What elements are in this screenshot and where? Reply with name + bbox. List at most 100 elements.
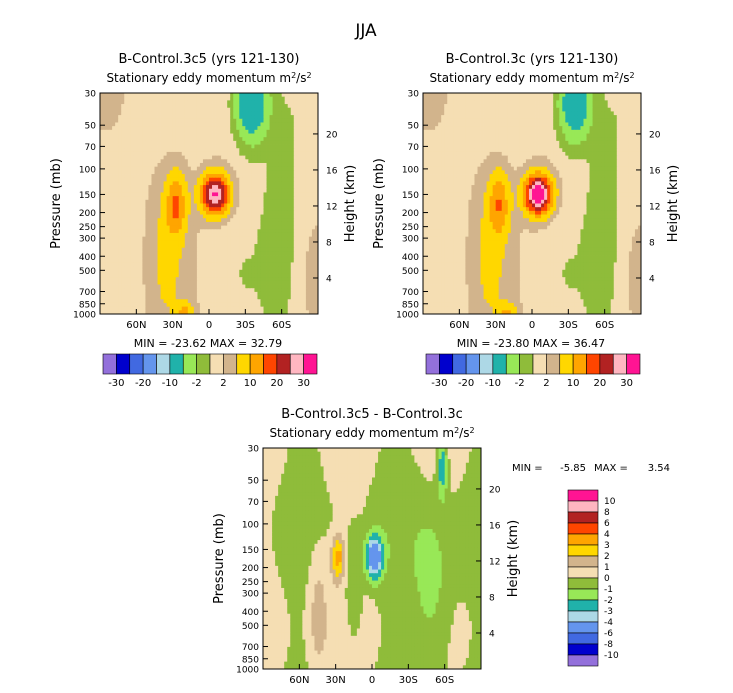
contour-cell — [121, 247, 125, 252]
contour-cell — [115, 126, 119, 131]
contour-cell — [290, 218, 295, 223]
contour-cell — [169, 129, 174, 134]
contour-cell — [184, 236, 189, 241]
contour-cell — [209, 244, 213, 249]
contour-cell — [538, 96, 542, 101]
contour-cell — [278, 133, 283, 138]
contour-cell — [139, 144, 143, 149]
contour-cell — [169, 251, 174, 256]
contour-cell — [121, 148, 125, 153]
contour-cell — [450, 118, 454, 123]
contour-cell — [601, 104, 606, 109]
contour-cell — [115, 280, 119, 285]
contour-cell — [172, 96, 177, 101]
contour-cell — [610, 107, 615, 112]
contour-cell — [269, 280, 273, 285]
contour-cell — [595, 107, 600, 112]
contour-cell — [613, 104, 618, 109]
contour-cell — [178, 291, 183, 296]
contour-cell — [296, 288, 301, 293]
contour-cell — [314, 214, 319, 219]
contour-cell — [187, 229, 192, 234]
contour-cell — [625, 104, 630, 109]
contour-cell — [199, 177, 204, 182]
contour-cell — [299, 310, 304, 315]
contour-cell — [263, 126, 267, 131]
contour-cell — [106, 122, 110, 127]
contour-cell — [308, 137, 313, 142]
contour-cell — [284, 299, 289, 304]
contour-cell — [212, 170, 216, 175]
contour-cell — [115, 255, 119, 260]
contour-cell — [209, 291, 213, 296]
contour-cell — [178, 203, 183, 208]
contour-cell — [148, 115, 152, 120]
contour-cell — [212, 188, 216, 193]
contour-cell — [181, 174, 186, 179]
contour-cell — [130, 151, 134, 157]
contour-cell — [106, 93, 110, 98]
contour-cell — [205, 162, 210, 168]
contour-cell — [311, 229, 316, 234]
contour-cell — [242, 137, 246, 142]
contour-cell — [571, 118, 575, 123]
contour-cell — [607, 100, 612, 105]
contour-cell — [242, 111, 246, 116]
contour-cell — [112, 225, 116, 230]
colorbar-swatch — [209, 353, 224, 375]
contour-cell — [305, 203, 310, 208]
contour-cell — [178, 170, 183, 175]
contour-cell — [209, 255, 213, 260]
contour-cell — [224, 107, 228, 112]
contour-cell — [254, 140, 258, 145]
contour-cell — [245, 166, 249, 171]
contour-cell — [604, 93, 609, 98]
contour-cell — [278, 203, 283, 208]
contour-cell — [160, 262, 164, 267]
contour-cell — [260, 96, 264, 101]
contour-cell — [553, 100, 557, 105]
contour-cell — [296, 166, 301, 171]
contour-cell — [209, 199, 213, 204]
contour-cell — [205, 129, 210, 134]
contour-cell — [193, 269, 198, 274]
contour-cell — [302, 174, 307, 179]
contour-cell — [151, 225, 155, 230]
contour-cell — [106, 236, 110, 241]
contour-cell — [260, 280, 264, 285]
contour-cell — [429, 115, 433, 120]
contour-cell — [145, 221, 149, 226]
contour-cell — [103, 96, 107, 101]
contour-cell — [278, 262, 283, 267]
contour-cell — [257, 284, 261, 289]
contour-cell — [269, 107, 273, 112]
contour-cell — [139, 302, 143, 308]
contour-cell — [169, 159, 174, 164]
contour-cell — [187, 174, 192, 179]
contour-cell — [205, 151, 210, 157]
contour-cell — [196, 240, 201, 245]
contour-cell — [130, 104, 134, 109]
contour-cell — [308, 240, 313, 245]
contour-cell — [145, 236, 149, 241]
contour-cell — [112, 122, 116, 127]
contour-cell — [145, 129, 149, 134]
contour-cell — [492, 96, 497, 101]
contour-cell — [196, 302, 201, 308]
contour-cell — [230, 174, 234, 179]
contour-cell — [266, 93, 270, 98]
contour-cell — [181, 166, 186, 171]
contour-cell — [227, 126, 231, 131]
contour-cell — [284, 144, 289, 149]
contour-cell — [290, 255, 295, 260]
contour-cell — [166, 170, 171, 175]
contour-cell — [290, 137, 295, 142]
contour-cell — [269, 251, 273, 256]
contour-cell — [634, 115, 639, 120]
contour-cell — [227, 306, 231, 311]
contour-cell — [604, 96, 609, 101]
contour-cell — [239, 244, 243, 249]
contour-cell — [233, 140, 237, 145]
contour-cell — [100, 291, 104, 296]
contour-cell — [287, 240, 292, 245]
